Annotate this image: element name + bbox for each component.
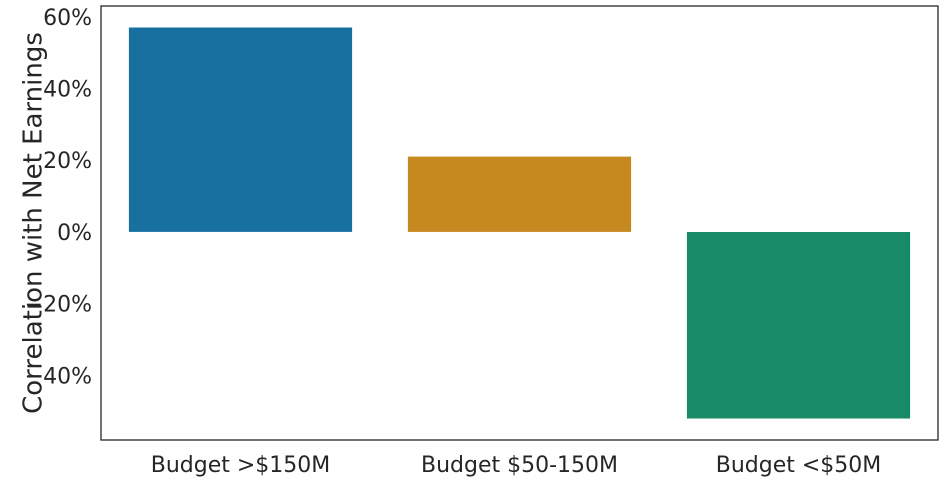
y-tick-label: −20% (25, 293, 92, 318)
y-axis-ticks: −40% −20% 0% 20% 40% 60% (25, 6, 92, 390)
bar-0 (128, 27, 353, 232)
x-tick-label: Budget <$50M (716, 453, 882, 478)
x-tick-label: Budget >$150M (151, 453, 331, 478)
y-axis-title: Correlation with Net Earnings (19, 32, 49, 414)
y-tick-label: 40% (43, 77, 92, 102)
x-axis-ticks: Budget >$150M Budget $50-150M Budget <$50M (151, 453, 882, 478)
bar-1 (407, 156, 632, 232)
y-tick-label: 60% (43, 6, 92, 31)
bar-2 (686, 232, 911, 419)
x-tick-label: Budget $50-150M (421, 453, 618, 478)
plot-frame (100, 5, 939, 441)
y-tick-label: −40% (25, 364, 92, 389)
bars-group (128, 27, 911, 419)
y-tick-label: 20% (43, 149, 92, 174)
y-tick-label: 0% (57, 221, 92, 246)
